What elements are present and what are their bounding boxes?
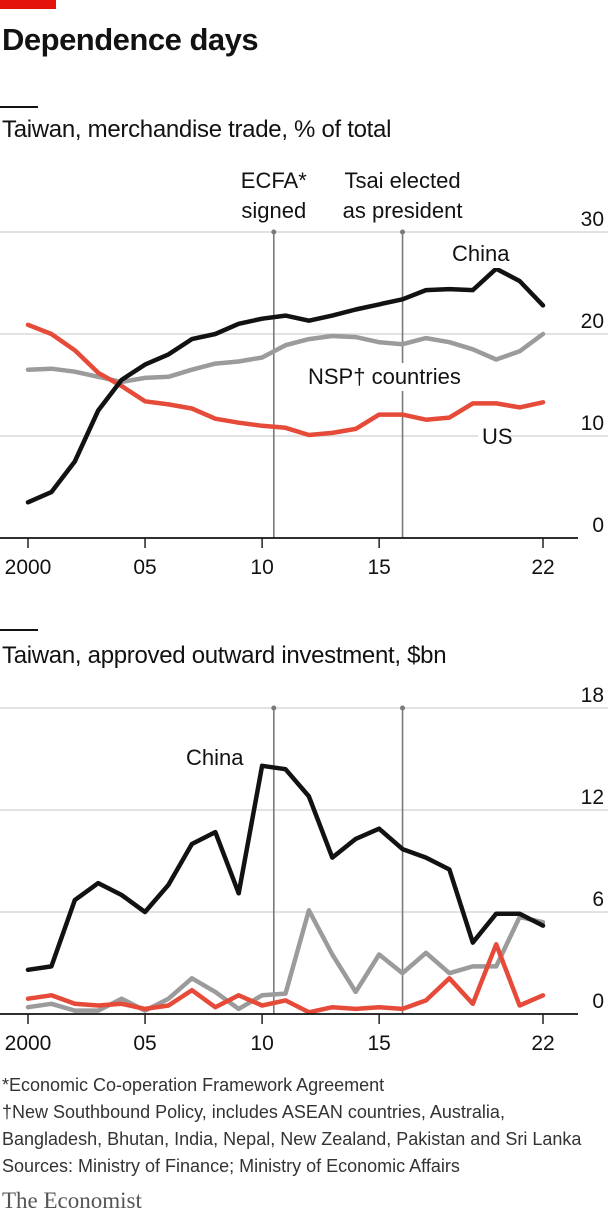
x-tick-label: 10: [250, 1032, 273, 1055]
event-marker: [271, 705, 277, 711]
y-tick-label: 6: [592, 888, 604, 911]
event-marker: [400, 705, 406, 711]
series-label-china: China: [186, 745, 244, 770]
footnote-nsp: †New Southbound Policy, includes ASEAN c…: [2, 1102, 505, 1122]
investment-chart: 0 6 12 18 2000 05 10 15 22 China: [0, 684, 608, 1055]
x-tick-label: 05: [133, 556, 156, 579]
y-tick-label: 10: [581, 412, 604, 435]
x-tick-label: 05: [133, 1032, 156, 1055]
series-line-china: [25, 266, 546, 505]
event-label: ECFA*: [241, 168, 307, 193]
series-label-bg: [478, 423, 509, 451]
series-label-bg: [448, 240, 514, 268]
y-tick-label: 12: [581, 786, 604, 809]
panel1-rule: [0, 106, 38, 108]
x-tick-label: 15: [367, 556, 390, 579]
event-label: as president: [343, 198, 463, 223]
series-line-us: [25, 942, 546, 1015]
series-label-us: US: [482, 424, 513, 449]
x-tick-label: 22: [531, 1032, 554, 1055]
panel2-subtitle: Taiwan, approved outward investment, $bn: [2, 642, 447, 669]
series-label-bg: [182, 744, 248, 772]
series-line-china: [25, 763, 546, 973]
series-line-us: [25, 322, 546, 438]
footnote-nsp-cont: Bangladesh, Bhutan, India, Nepal, New Ze…: [2, 1129, 582, 1149]
event-marker: [271, 229, 277, 235]
chart-title: Dependence days: [2, 22, 259, 57]
y-tick-label: 18: [581, 684, 604, 707]
series-label-bg: [304, 363, 473, 391]
x-tick-label: 10: [250, 556, 273, 579]
economist-logo: The Economist: [2, 1188, 142, 1213]
event-label: signed: [241, 198, 306, 223]
y-tick-label: 20: [581, 310, 604, 333]
panel2-rule: [0, 629, 38, 631]
series-label-nsp: NSP† countries: [308, 364, 461, 389]
x-tick-label: 15: [367, 1032, 390, 1055]
trade-chart: 0 10 20 30 ECFA* signed Tsai elected as preside…: [0, 168, 608, 579]
footnotes: *Economic Co-operation Framework Agreeme…: [2, 1072, 581, 1180]
y-tick-label: 0: [592, 514, 604, 537]
series-label-china: China: [452, 241, 510, 266]
footnote-ecfa: *Economic Co-operation Framework Agreeme…: [2, 1075, 385, 1095]
panel1-subtitle: Taiwan, merchandise trade, % of total: [2, 116, 392, 143]
y-tick-label: 0: [592, 990, 604, 1013]
event-label: Tsai elected: [344, 168, 460, 193]
x-tick-label: 2000: [5, 1032, 52, 1055]
x-tick-label: 22: [531, 556, 554, 579]
accent-bar: [0, 0, 56, 9]
footnote-sources: Sources: Ministry of Finance; Ministry o…: [2, 1156, 460, 1176]
x-tick-label: 2000: [5, 556, 52, 579]
y-tick-label: 30: [581, 208, 604, 231]
event-marker: [400, 229, 406, 235]
